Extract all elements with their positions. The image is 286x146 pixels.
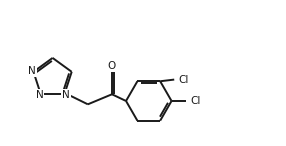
Text: Cl: Cl (178, 75, 189, 85)
Text: Cl: Cl (190, 96, 200, 106)
Text: N: N (62, 90, 69, 100)
Text: N: N (28, 66, 36, 76)
Text: N: N (35, 90, 43, 100)
Text: O: O (108, 61, 116, 72)
